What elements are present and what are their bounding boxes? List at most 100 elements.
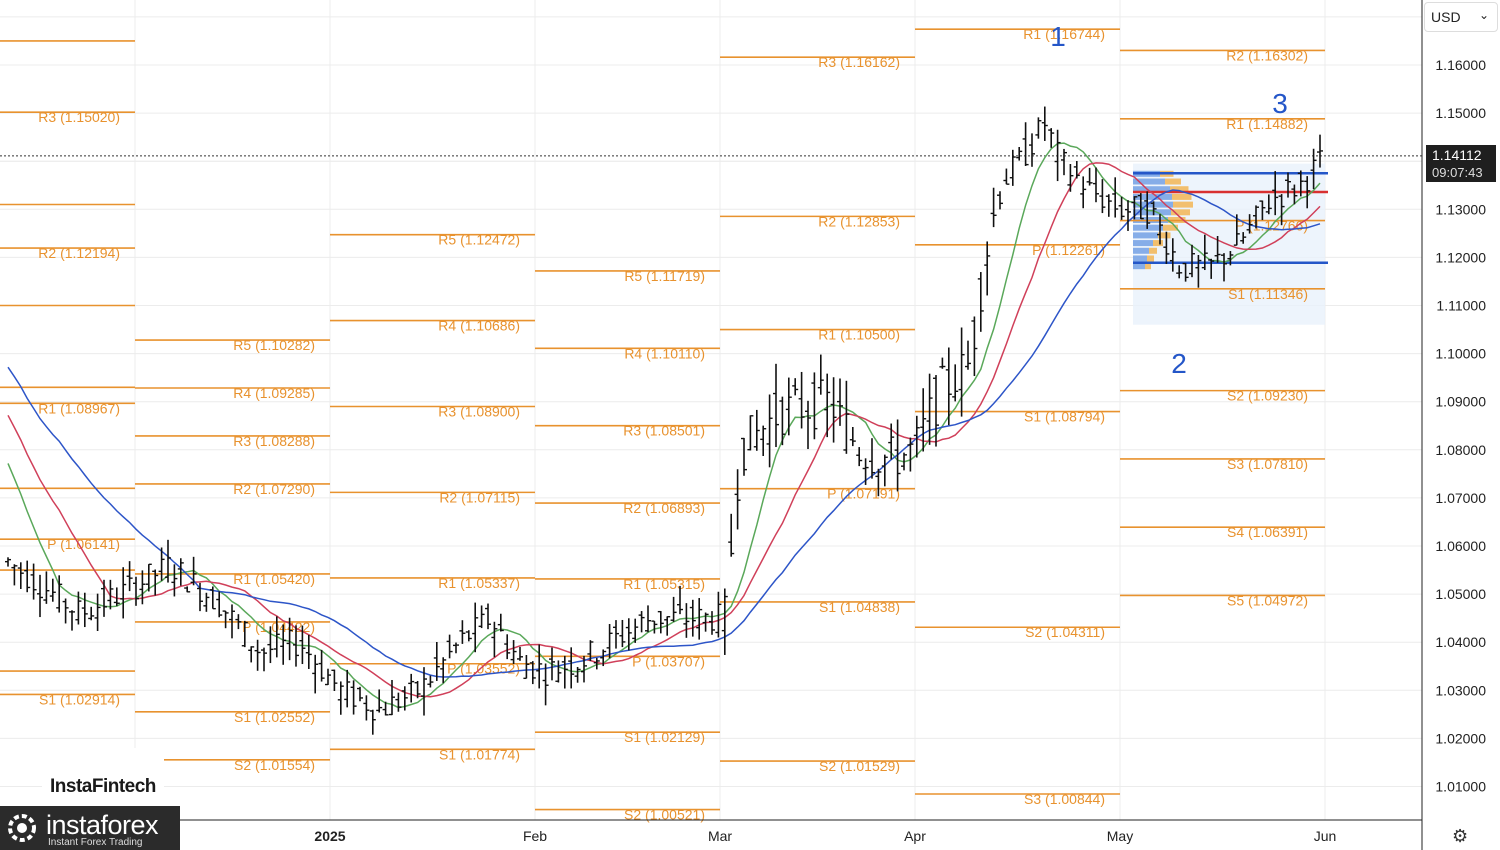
profile-bin-alt bbox=[1147, 255, 1154, 262]
wave-label: 3 bbox=[1272, 88, 1288, 119]
profile-bin-alt bbox=[1170, 186, 1189, 193]
pivot-label: S4 (1.06391) bbox=[1227, 524, 1308, 540]
pivot-label: S2 (1.01529) bbox=[819, 758, 900, 774]
instaforex-logo: instaforex Instant Forex Trading bbox=[0, 806, 180, 850]
pivot-label: R2 (1.12194) bbox=[38, 245, 120, 261]
x-tick-label: Feb bbox=[523, 828, 547, 844]
y-tick-label: 1.05000 bbox=[1435, 586, 1486, 602]
pivot-label: S1 (1.04838) bbox=[819, 599, 900, 615]
y-tick-label: 1.09000 bbox=[1435, 394, 1486, 410]
pivot-label: R1 (1.16744) bbox=[1023, 26, 1105, 42]
x-tick-label: 2025 bbox=[314, 828, 345, 844]
y-tick-label: 1.15000 bbox=[1435, 105, 1486, 121]
pivot-label: R2 (1.16302) bbox=[1226, 47, 1308, 63]
pivot-label: R2 (1.06893) bbox=[623, 500, 705, 516]
pivot-label: R4 (1.10686) bbox=[438, 318, 520, 334]
y-tick-label: 1.07000 bbox=[1435, 490, 1486, 506]
pivot-label: S2 (1.04311) bbox=[1025, 624, 1105, 640]
pivot-label: R3 (1.08900) bbox=[438, 404, 520, 420]
pivot-label: R1 (1.05315) bbox=[623, 576, 705, 592]
profile-bin-alt bbox=[1163, 224, 1178, 231]
pivot-label: P (1.06141) bbox=[47, 536, 120, 552]
profile-bin bbox=[1133, 263, 1145, 270]
pivot-label: R4 (1.09285) bbox=[233, 385, 315, 401]
profile-bin bbox=[1133, 209, 1171, 216]
y-tick-label: 1.13000 bbox=[1435, 201, 1486, 217]
gear-icon[interactable]: ⚙ bbox=[1452, 826, 1469, 846]
pivot-label: R2 (1.07290) bbox=[233, 481, 315, 497]
pivot-label: P (1.03707) bbox=[632, 653, 705, 669]
x-tick-label: Apr bbox=[904, 828, 926, 844]
instaforex-text: instaforex bbox=[46, 810, 159, 840]
pivot-label: R3 (1.08501) bbox=[623, 423, 705, 439]
wave-label: 1 bbox=[1050, 21, 1066, 52]
currency-selector[interactable]: USD ⌄ bbox=[1424, 2, 1498, 32]
pivot-label: R1 (1.08967) bbox=[38, 400, 120, 416]
y-tick-label: 1.12000 bbox=[1435, 249, 1486, 265]
pivot-label: R5 (1.11719) bbox=[624, 268, 705, 284]
profile-bin bbox=[1133, 240, 1153, 247]
pivot-label: R4 (1.10110) bbox=[624, 345, 705, 361]
y-tick-label: 1.04000 bbox=[1435, 634, 1486, 650]
moving-averages bbox=[7, 142, 1321, 709]
pivot-label: R3 (1.15020) bbox=[38, 109, 120, 125]
pivot-label: S2 (1.09230) bbox=[1227, 388, 1308, 404]
profile-bin-alt bbox=[1172, 193, 1192, 200]
pivot-label: S3 (1.07810) bbox=[1227, 456, 1308, 472]
pivot-label: R1 (1.10500) bbox=[818, 327, 900, 343]
y-tick-label: 1.08000 bbox=[1435, 442, 1486, 458]
y-tick-label: 1.10000 bbox=[1435, 346, 1486, 362]
chevron-down-icon: ⌄ bbox=[1478, 8, 1489, 22]
profile-bin-alt bbox=[1153, 240, 1163, 247]
pivot-label: R2 (1.07115) bbox=[439, 489, 520, 505]
ma-mid-line bbox=[7, 162, 1321, 698]
profile-bin bbox=[1133, 255, 1147, 262]
current-price: 1.14112 bbox=[1432, 147, 1482, 163]
profile-bin-alt bbox=[1171, 209, 1190, 216]
pivot-label: R5 (1.12472) bbox=[438, 232, 520, 248]
ma-slow-line bbox=[7, 189, 1321, 678]
profile-bin-alt bbox=[1173, 201, 1193, 208]
currency-label: USD bbox=[1431, 9, 1461, 25]
pivot-label: S3 (1.00844) bbox=[1024, 791, 1105, 807]
wave-label: 2 bbox=[1171, 348, 1187, 379]
pivot-label: R3 (1.08288) bbox=[233, 433, 315, 449]
price-bars bbox=[5, 106, 1323, 735]
bar-countdown: 09:07:43 bbox=[1432, 165, 1483, 180]
pivot-label: S1 (1.02552) bbox=[234, 709, 315, 725]
pivot-label: S1 (1.02914) bbox=[39, 691, 120, 707]
profile-bin-alt bbox=[1149, 247, 1157, 254]
volume-profile bbox=[0, 155, 1422, 325]
ma-fast-line bbox=[7, 142, 1321, 709]
profile-bin bbox=[1133, 224, 1163, 231]
pivot-label: S1 (1.08794) bbox=[1024, 409, 1105, 425]
pivot-label: S2 (1.01554) bbox=[234, 757, 315, 773]
instafintech-logo: InstaFintech bbox=[42, 748, 164, 806]
x-tick-label: Jun bbox=[1314, 828, 1337, 844]
profile-bin bbox=[1133, 186, 1170, 193]
pivot-label: R1 (1.05337) bbox=[438, 575, 520, 591]
y-tick-label: 1.11000 bbox=[1436, 298, 1486, 314]
y-tick-label: 1.01000 bbox=[1435, 779, 1486, 795]
pivot-label: R3 (1.16162) bbox=[818, 54, 900, 70]
profile-bin bbox=[1133, 232, 1158, 239]
pivot-label: P (1.07191) bbox=[827, 486, 900, 502]
pivot-label: S2 (1.00521) bbox=[624, 807, 705, 823]
profile-bin-alt bbox=[1165, 178, 1181, 185]
pivot-label: R1 (1.14882) bbox=[1226, 116, 1308, 132]
pivot-label: R1 (1.05420) bbox=[233, 571, 315, 587]
y-tick-label: 1.16000 bbox=[1435, 57, 1486, 73]
pivot-label: P (1.12261) bbox=[1032, 242, 1105, 258]
profile-bin-alt bbox=[1158, 232, 1171, 239]
x-tick-label: Mar bbox=[708, 828, 732, 844]
pivot-label: R5 (1.10282) bbox=[233, 337, 315, 353]
x-tick-label: May bbox=[1107, 828, 1133, 844]
y-tick-label: 1.02000 bbox=[1435, 730, 1486, 746]
profile-bin bbox=[1133, 247, 1149, 254]
y-tick-label: 1.06000 bbox=[1435, 538, 1486, 554]
pivot-label: S1 (1.01774) bbox=[439, 746, 520, 762]
profile-bin-alt bbox=[1145, 263, 1151, 270]
grid bbox=[0, 0, 1422, 820]
y-tick-label: 1.03000 bbox=[1435, 682, 1486, 698]
